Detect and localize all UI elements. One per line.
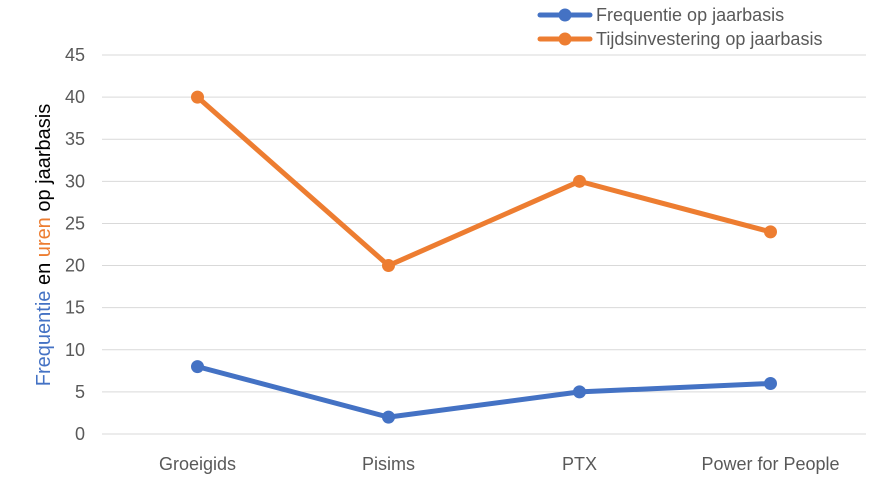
y-tick-label: 45	[65, 45, 85, 65]
y-tick-label: 15	[65, 298, 85, 318]
data-point	[764, 376, 777, 390]
data-point	[573, 174, 586, 188]
series-line	[195, 364, 773, 420]
y-axis-label-part: Frequentie	[33, 291, 55, 387]
y-tick-label: 30	[65, 171, 85, 191]
legend-item: Frequentie op jaarbasis	[537, 5, 784, 25]
y-axis-ticks: 0 5 10 15 20 25 30 35 40 45	[65, 45, 85, 444]
data-point	[191, 90, 204, 104]
data-point	[382, 259, 395, 273]
x-tick-label: Groeigids	[159, 454, 236, 474]
data-point	[573, 385, 586, 399]
data-point	[764, 225, 777, 239]
series-lines	[191, 90, 777, 424]
y-tick-label: 25	[65, 213, 85, 233]
series-1	[191, 360, 777, 424]
series-line	[195, 94, 773, 269]
x-tick-label: Pisims	[362, 454, 415, 474]
legend: Frequentie op jaarbasis Tijdsinvestering …	[537, 5, 822, 49]
y-axis-label-part: uren	[33, 217, 55, 257]
y-axis-label: Frequentie en uren op jaarbasis	[33, 104, 55, 386]
series-2	[191, 90, 777, 273]
y-tick-label: 20	[65, 256, 85, 276]
x-tick-label: PTX	[562, 454, 597, 474]
y-tick-label: 40	[65, 87, 85, 107]
legend-item: Tijdsinvestering op jaarbasis	[537, 29, 822, 49]
y-axis-label-part: op jaarbasis	[33, 104, 55, 217]
data-point	[191, 360, 204, 374]
legend-label: Tijdsinvestering op jaarbasis	[596, 29, 822, 49]
y-tick-label: 10	[65, 340, 85, 360]
x-axis-ticks: Groeigids Pisims PTX Power for People	[159, 454, 840, 474]
y-axis-label-part: en	[33, 257, 55, 290]
y-tick-label: 0	[75, 424, 85, 444]
data-point	[382, 410, 395, 424]
x-tick-label: Power for People	[701, 454, 839, 474]
legend-marker	[558, 32, 572, 46]
legend-marker	[558, 8, 572, 22]
y-tick-label: 5	[75, 382, 85, 402]
y-tick-label: 35	[65, 129, 85, 149]
legend-label: Frequentie op jaarbasis	[596, 5, 784, 25]
